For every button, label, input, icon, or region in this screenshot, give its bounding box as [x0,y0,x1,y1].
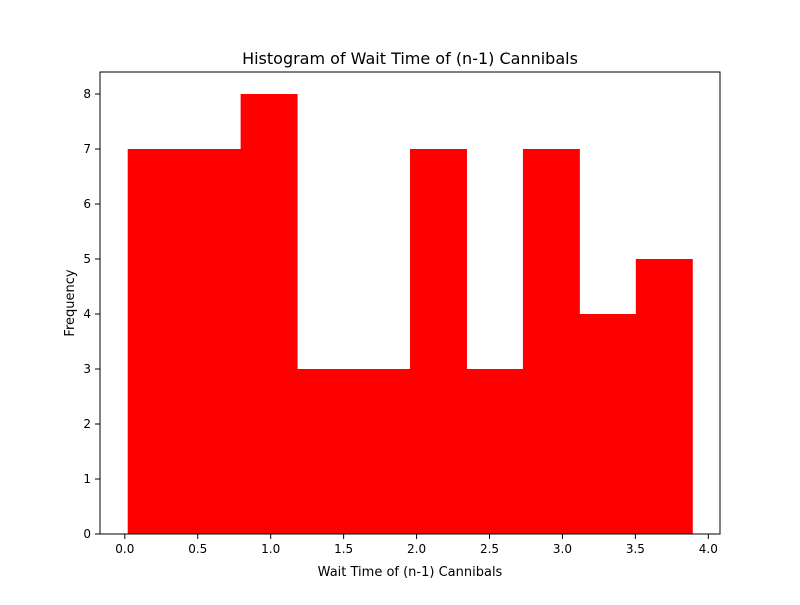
x-tick-label-6: 3.0 [553,542,572,556]
y-tick-label-3: 3 [83,362,91,376]
x-tick-label-1: 0.5 [188,542,207,556]
y-tick-label-2: 2 [83,417,91,431]
x-tick-label-3: 1.5 [334,542,353,556]
y-axis-label: Frequency [63,269,78,336]
bars-group [127,94,693,534]
x-axis-ticks: 0.0 0.5 1.0 1.5 2.0 2.5 3.0 3.5 4.0 [115,534,718,556]
histogram-bar-5 [410,149,467,534]
y-tick-label-6: 6 [83,197,91,211]
x-tick-label-7: 3.5 [626,542,645,556]
x-tick-label-8: 4.0 [699,542,718,556]
chart-title: Histogram of Wait Time of (n-1) Cannibal… [242,49,578,68]
histogram-bar-2 [240,94,298,534]
histogram-bar-7 [522,149,580,534]
y-tick-label-5: 5 [83,252,91,266]
histogram-bar-1 [184,149,242,534]
y-tick-label-8: 8 [83,87,91,101]
x-tick-label-0: 0.0 [115,542,134,556]
histogram-bar-6 [466,369,524,534]
x-tick-label-5: 2.5 [480,542,499,556]
y-tick-label-4: 4 [83,307,91,321]
x-tick-label-2: 1.0 [261,542,280,556]
y-tick-label-0: 0 [83,527,91,541]
plot-frame [99,71,721,535]
histogram-bar-4 [353,369,411,534]
histogram-bar-0 [127,149,185,534]
x-axis-label: Wait Time of (n-1) Cannibals [318,565,503,580]
histogram-bar-8 [579,314,637,534]
y-tick-label-1: 1 [83,472,91,486]
histogram-bar-3 [297,369,355,534]
y-axis-ticks: 0 1 2 3 4 5 6 7 8 [83,87,100,541]
x-tick-label-4: 2.0 [407,542,426,556]
y-tick-label-7: 7 [83,142,91,156]
histogram-bar-9 [635,259,693,534]
